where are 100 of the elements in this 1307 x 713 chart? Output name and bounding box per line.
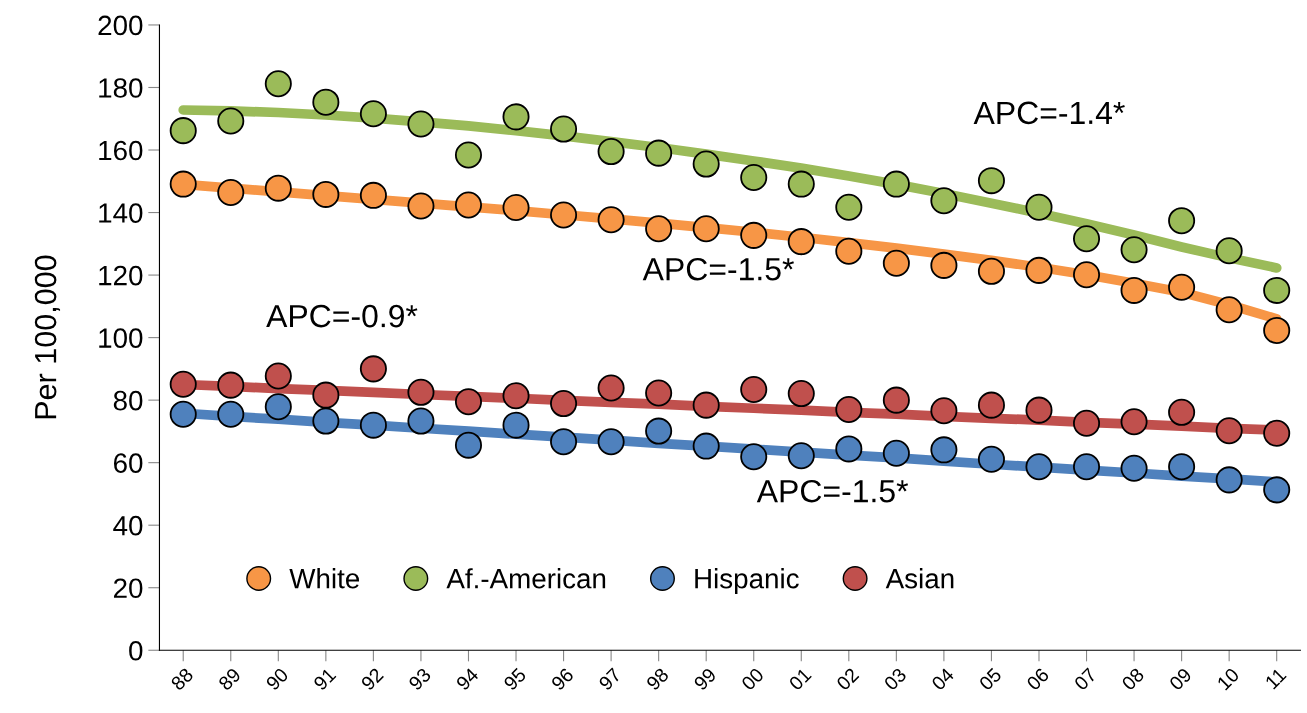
point (692, 215, 720, 243)
x-tick-label: 98 (645, 667, 670, 691)
point (787, 380, 815, 408)
annotation: APC=-1.4* (973, 101, 1125, 125)
x-tick-label: 06 (1025, 667, 1050, 692)
point (1120, 454, 1148, 482)
point (882, 170, 910, 198)
point (312, 180, 340, 208)
legend-label: Hispanic (695, 568, 799, 594)
point (1168, 398, 1196, 426)
point (835, 237, 863, 265)
point (169, 117, 197, 145)
point (1120, 236, 1148, 264)
x-tick-label: 02 (835, 667, 860, 692)
point (1025, 193, 1053, 221)
point (740, 375, 768, 404)
y-tick-label: 60 (114, 453, 143, 473)
point (359, 181, 387, 209)
x-tick-label: 95 (502, 667, 527, 691)
point (312, 88, 340, 116)
point (597, 374, 625, 402)
point (502, 411, 530, 439)
point (359, 100, 387, 128)
point (407, 110, 435, 138)
point (454, 431, 482, 459)
y-tick-label: 120 (99, 265, 143, 286)
point (1168, 273, 1196, 301)
point (645, 139, 673, 167)
point (882, 249, 910, 277)
point (359, 355, 387, 383)
point (264, 393, 292, 421)
point (977, 167, 1005, 195)
point (977, 257, 1005, 285)
point (930, 187, 958, 215)
point (359, 411, 387, 439)
point (1073, 453, 1101, 481)
point (264, 362, 292, 390)
point (597, 138, 625, 166)
point (169, 370, 197, 398)
point (502, 103, 530, 131)
point (502, 382, 530, 410)
point (835, 435, 863, 463)
x-tick-label: 93 (407, 667, 432, 691)
point (550, 428, 578, 456)
point (787, 442, 815, 470)
point (550, 115, 578, 143)
point (1073, 261, 1101, 289)
point (740, 443, 768, 471)
x-tick-label: 04 (930, 666, 955, 692)
x-tick-label: 92 (360, 667, 385, 691)
point (1215, 237, 1243, 265)
y-tick-label: 80 (113, 390, 143, 411)
point (264, 174, 292, 202)
point (1025, 256, 1053, 284)
point (550, 390, 578, 418)
y-tick-label: 140 (99, 203, 143, 223)
x-tick-label: 00 (740, 667, 765, 692)
legend-label: White (289, 568, 360, 589)
point (882, 439, 910, 467)
x-tick-label: 10 (1216, 667, 1240, 691)
point (1263, 419, 1291, 447)
point (692, 150, 720, 178)
point (1263, 316, 1291, 344)
point (977, 445, 1005, 473)
point (645, 215, 673, 243)
point (740, 221, 768, 249)
point (835, 395, 863, 424)
point (1263, 476, 1291, 504)
x-tick-label: 91 (312, 667, 337, 691)
point (312, 381, 340, 409)
x-tick-label: 07 (1073, 667, 1098, 692)
point (312, 407, 340, 435)
y-axis-title: Per 100,000 (34, 255, 61, 419)
point (1215, 296, 1243, 324)
x-tick-label: 97 (598, 667, 622, 691)
x-tick-label: 09 (1168, 667, 1193, 692)
y-tick-label: 200 (98, 15, 143, 36)
point (1073, 225, 1101, 253)
annotation: APC=-1.5* (756, 479, 909, 503)
point (1168, 453, 1196, 481)
point (692, 391, 720, 419)
point (217, 371, 245, 399)
point (264, 70, 292, 98)
y-tick-label: 20 (113, 578, 143, 599)
x-tick-label: 90 (265, 667, 290, 691)
point (407, 407, 435, 435)
x-tick-label: 01 (788, 667, 812, 692)
point (882, 386, 910, 414)
annotation: APC=-0.9* (266, 304, 418, 328)
point (550, 201, 578, 229)
point (217, 400, 245, 428)
x-tick-label: 88 (170, 667, 194, 692)
point (1215, 417, 1243, 445)
point (454, 388, 482, 416)
point (597, 206, 625, 234)
point (1120, 408, 1148, 436)
point (217, 107, 245, 135)
y-tick-label: 160 (99, 140, 143, 161)
point (835, 193, 863, 221)
x-tick-label: 05 (978, 667, 1003, 692)
